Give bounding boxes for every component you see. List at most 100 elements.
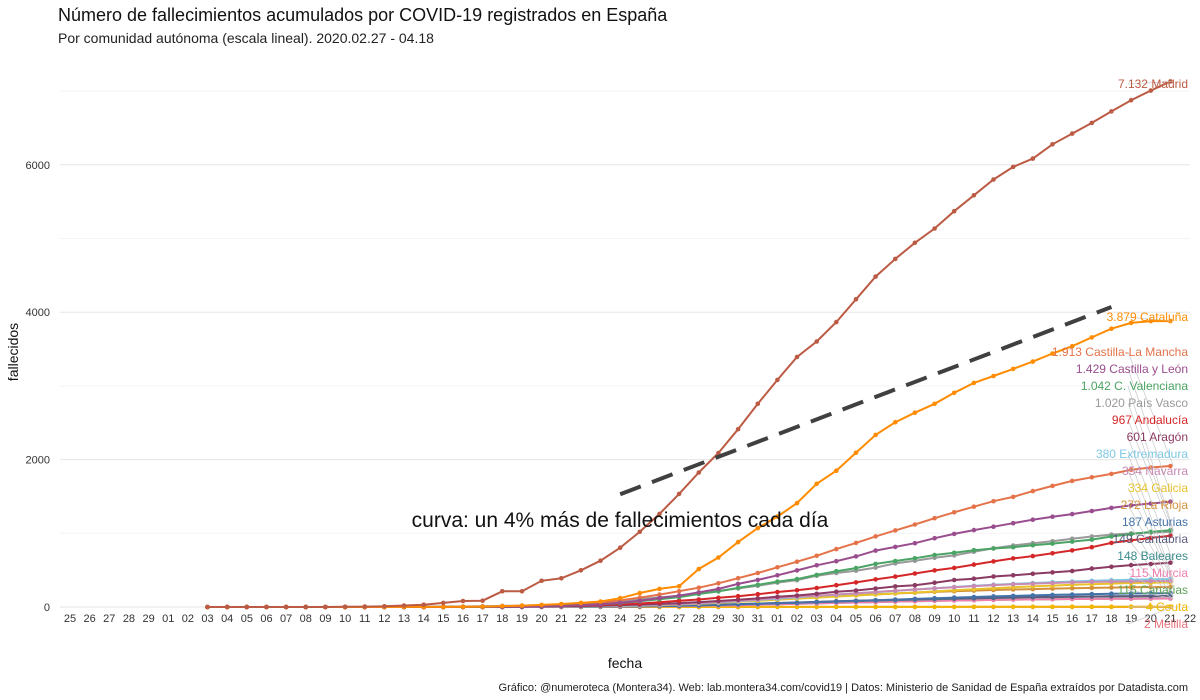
series-point: [1030, 581, 1036, 586]
label-leader-line: [1127, 436, 1174, 563]
series-point: [1168, 499, 1173, 505]
x-tick-label: 07: [280, 613, 292, 625]
series-end-label: 601 Aragón: [1127, 430, 1188, 444]
x-tick-label: 08: [300, 613, 312, 625]
series-point: [716, 595, 721, 601]
series-point: [1168, 463, 1173, 469]
x-tick-label: 05: [241, 613, 253, 625]
x-tick-label: 03: [201, 613, 213, 625]
series-point: [951, 550, 957, 556]
x-tick-label: 04: [830, 613, 842, 625]
series-point: [1128, 531, 1134, 537]
series-point: [912, 240, 918, 246]
series-point: [971, 380, 977, 386]
x-tick-label: 21: [1164, 613, 1176, 625]
series-point: [559, 576, 564, 581]
series-end-label: 334 Galicia: [1128, 481, 1188, 495]
series-end-label: 7.132 Madrid: [1118, 77, 1188, 91]
series-point: [598, 558, 603, 563]
series-point: [834, 582, 839, 588]
series-point: [696, 590, 702, 595]
series-point: [1089, 120, 1095, 126]
series-end-label: 380 Extremadura: [1096, 447, 1188, 461]
series-point: [1030, 604, 1036, 610]
x-axis-title: fecha: [608, 655, 642, 671]
x-tick-label: 08: [909, 613, 921, 625]
series-point: [1089, 591, 1095, 597]
chart-title: Número de fallecimientos acumulados por …: [58, 5, 668, 25]
x-tick-label: 23: [594, 613, 606, 625]
x-tick-label: 01: [162, 613, 174, 625]
series-point: [834, 319, 839, 325]
series-point: [1069, 539, 1075, 544]
x-tick-label: 20: [535, 613, 547, 625]
series-point: [1069, 548, 1075, 553]
series-point: [893, 597, 898, 602]
label-leader-line: [1127, 606, 1174, 625]
series-point: [637, 598, 643, 604]
series-point: [578, 568, 584, 573]
series-point: [971, 527, 977, 533]
series-point: [873, 561, 878, 567]
series-point: [1128, 579, 1134, 584]
series-point: [539, 578, 544, 584]
series-point: [441, 604, 446, 610]
series-point: [755, 577, 761, 583]
series-point: [283, 604, 289, 610]
series-point: [1109, 591, 1114, 596]
series-point: [755, 591, 761, 597]
series-point: [676, 593, 682, 598]
series-point: [853, 554, 859, 559]
series-point: [1109, 326, 1114, 332]
series-point: [735, 585, 741, 591]
series-point: [873, 432, 878, 438]
series-point: [1089, 579, 1095, 585]
series-point: [951, 577, 957, 583]
series-point: [834, 558, 839, 564]
series-point: [519, 589, 525, 594]
series-point: [971, 576, 977, 581]
series-point: [951, 604, 957, 610]
series-point: [1050, 580, 1055, 586]
x-tick-label: 26: [653, 613, 665, 625]
series-point: [617, 595, 623, 601]
series-point: [1168, 560, 1173, 565]
series-point: [696, 566, 702, 572]
series-point: [264, 604, 269, 610]
series-end-label: 115 Canarias: [1118, 583, 1189, 597]
series-point: [1069, 343, 1075, 349]
x-tick-label: 17: [477, 613, 489, 625]
series-point: [893, 584, 898, 589]
series-point: [971, 562, 977, 567]
series-point: [932, 586, 937, 591]
series-point: [814, 599, 819, 605]
series-point: [775, 514, 780, 519]
x-tick-label: 30: [732, 613, 744, 625]
series-point: [794, 576, 800, 582]
series-point: [794, 600, 800, 605]
series-point: [1109, 534, 1114, 539]
series-point: [991, 559, 996, 564]
series-point: [991, 498, 996, 504]
label-leader-line: [1127, 385, 1174, 531]
series-point: [735, 581, 741, 587]
series-point: [480, 604, 485, 609]
series-point: [676, 588, 682, 594]
x-tick-label: 15: [437, 613, 449, 625]
series-point: [873, 597, 878, 603]
series-point: [1050, 351, 1055, 356]
series-point: [1010, 556, 1016, 561]
series-point: [932, 401, 937, 407]
series-end-label: 3.879 Cataluña: [1107, 310, 1189, 324]
x-tick-label: 10: [339, 613, 351, 625]
series-point: [893, 588, 898, 593]
y-axis-ticks: 0 2000 4000 6000: [26, 160, 50, 614]
series-point: [1109, 579, 1114, 584]
series-point: [401, 603, 407, 608]
x-tick-label: 26: [84, 613, 96, 625]
y-axis-title: fallecidos: [5, 323, 21, 381]
series-point: [873, 534, 878, 539]
x-tick-label: 11: [359, 613, 370, 625]
x-tick-label: 22: [575, 613, 587, 625]
series-point: [1069, 580, 1075, 585]
